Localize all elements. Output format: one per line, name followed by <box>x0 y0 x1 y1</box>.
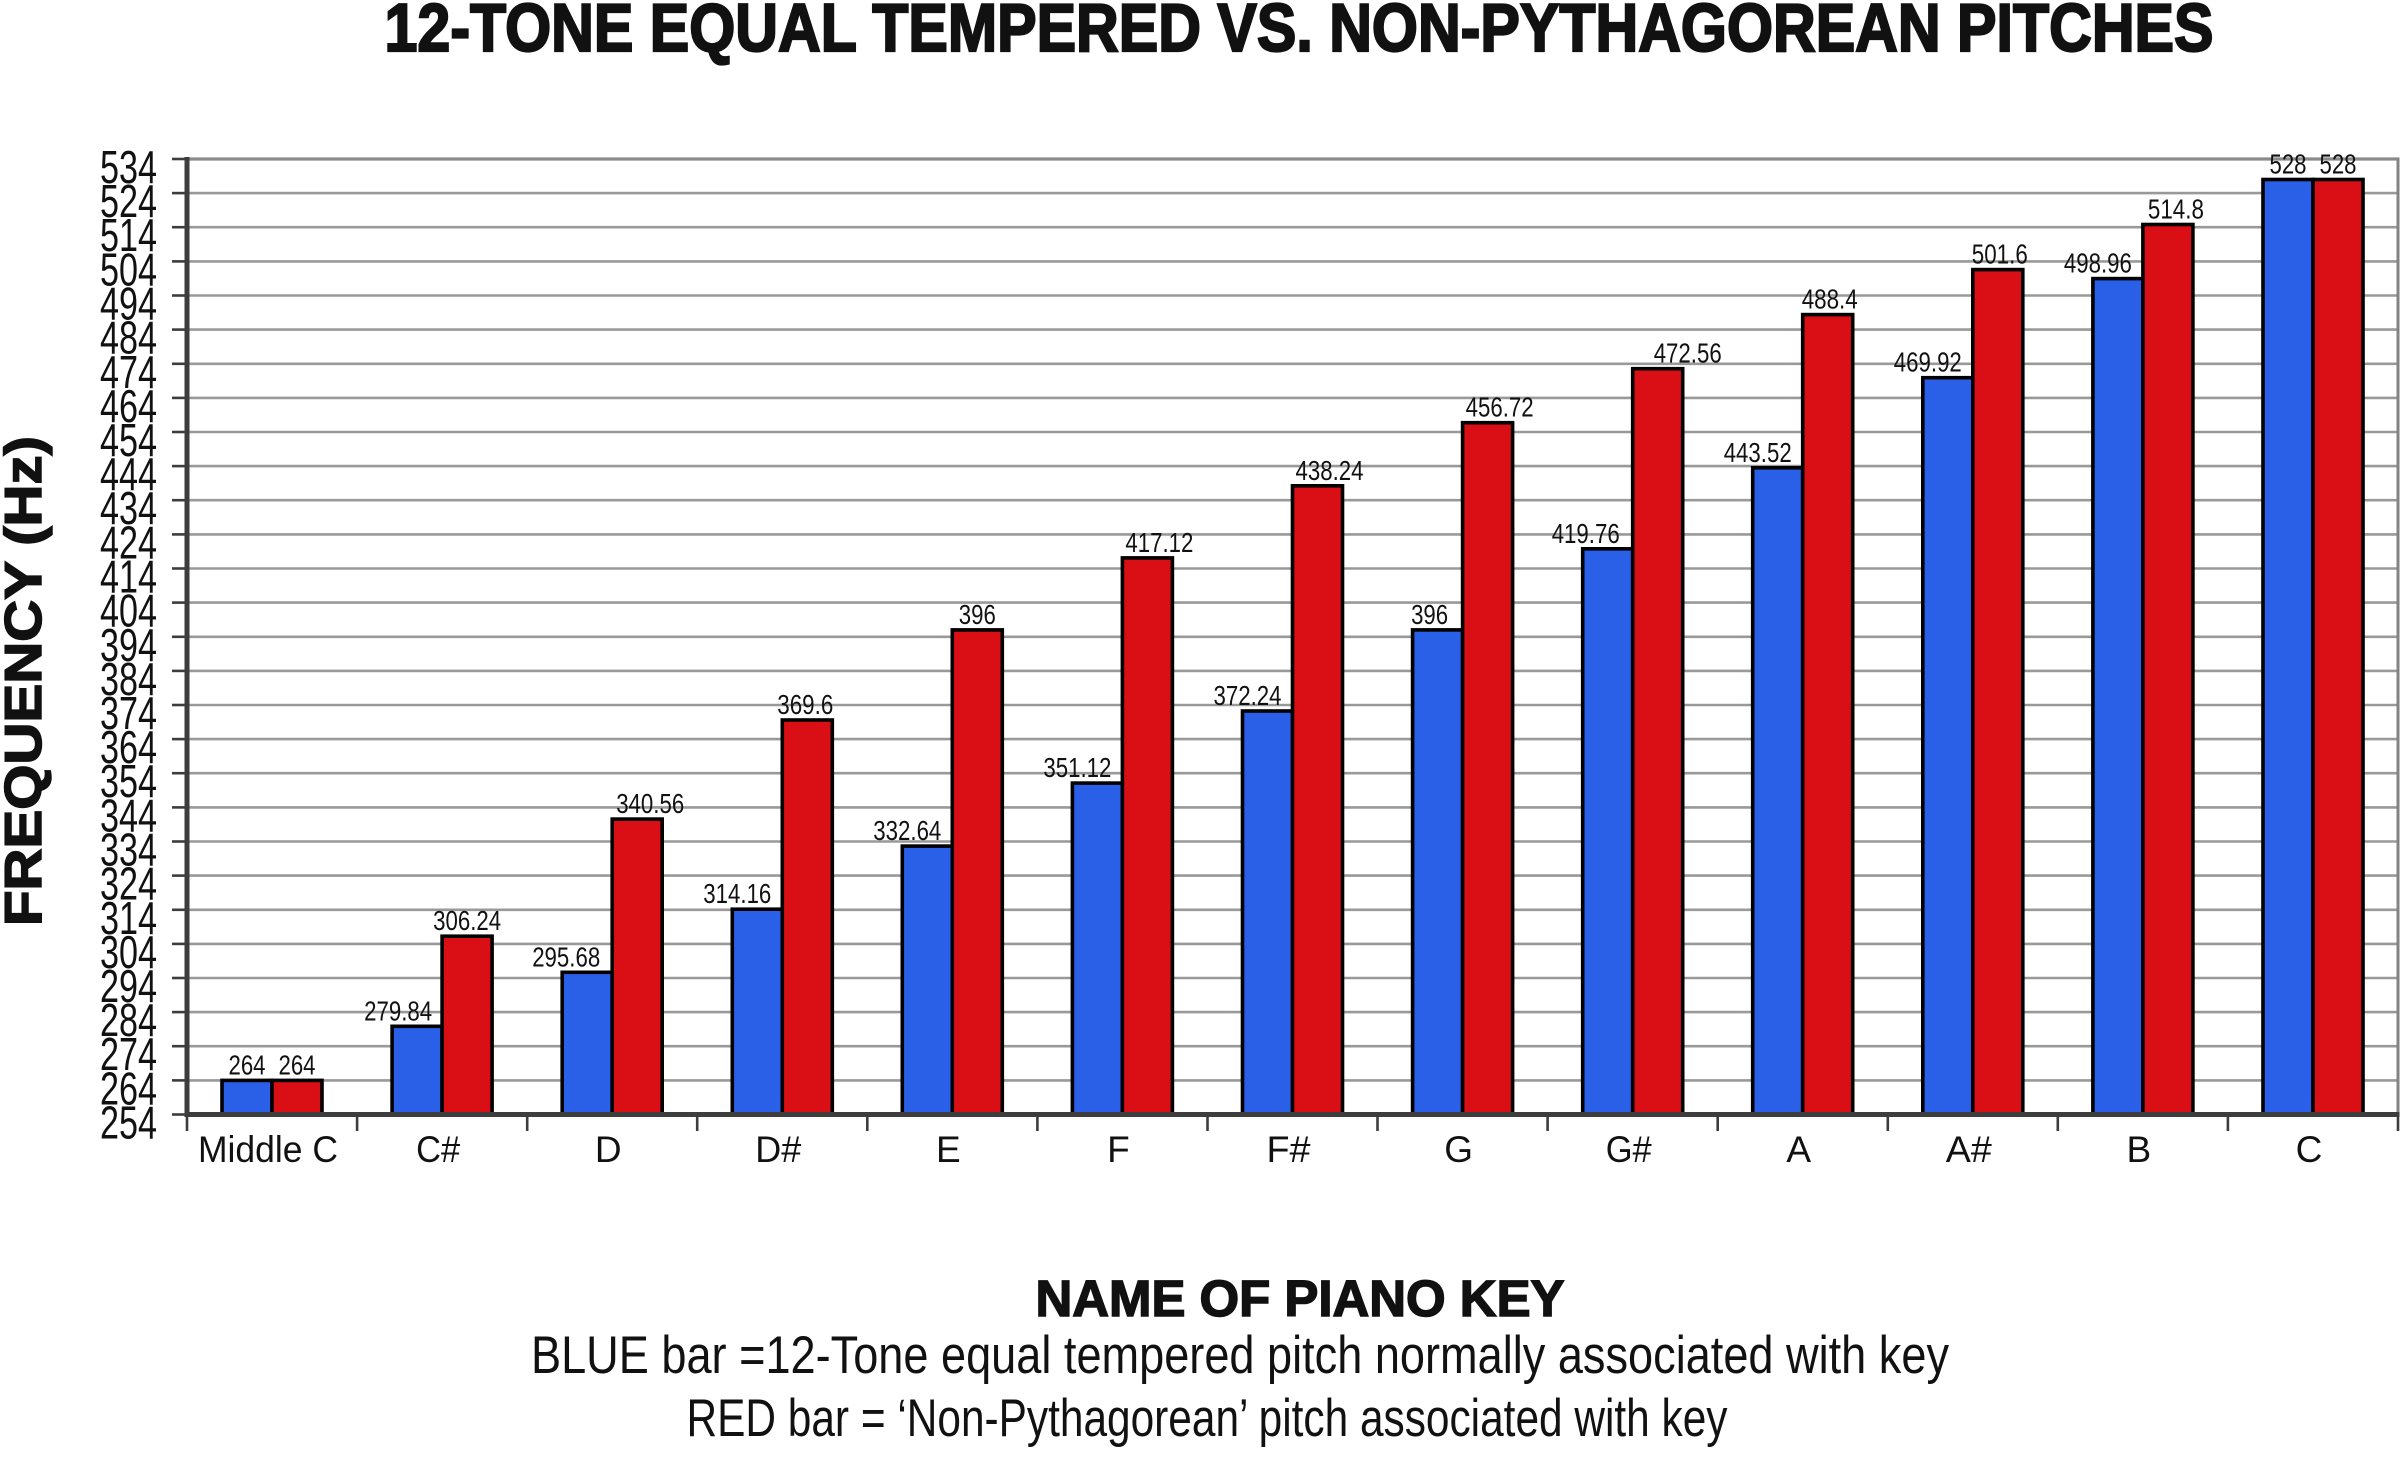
svg-text:314: 314 <box>100 892 157 944</box>
svg-text:332.64: 332.64 <box>873 815 941 846</box>
svg-text:B: B <box>2127 1129 2152 1170</box>
svg-text:396: 396 <box>1411 599 1448 630</box>
svg-text:264: 264 <box>279 1049 316 1080</box>
svg-text:364: 364 <box>100 721 157 773</box>
svg-text:C: C <box>2296 1129 2323 1170</box>
svg-text:324: 324 <box>100 858 157 910</box>
svg-text:FREQUENCY (Hz): FREQUENCY (Hz) <box>0 436 53 926</box>
svg-text:498.96: 498.96 <box>2064 248 2132 279</box>
svg-text:501.6: 501.6 <box>1972 239 2028 270</box>
svg-text:279.84: 279.84 <box>364 995 432 1026</box>
svg-text:514: 514 <box>100 209 157 261</box>
svg-text:344: 344 <box>100 789 157 841</box>
svg-text:274: 274 <box>100 1028 157 1080</box>
svg-text:372.24: 372.24 <box>1214 680 1282 711</box>
svg-text:304: 304 <box>100 926 157 978</box>
svg-text:NAME OF PIANO KEY: NAME OF PIANO KEY <box>1036 1270 1565 1327</box>
svg-text:456.72: 456.72 <box>1466 392 1534 423</box>
svg-text:534: 534 <box>100 141 157 193</box>
svg-text:472.56: 472.56 <box>1654 338 1722 369</box>
svg-text:294: 294 <box>100 960 157 1012</box>
svg-text:306.24: 306.24 <box>433 905 501 936</box>
svg-text:528: 528 <box>2270 149 2307 180</box>
svg-text:394: 394 <box>100 619 157 671</box>
svg-text:A#: A# <box>1946 1129 1992 1170</box>
svg-text:E: E <box>936 1129 961 1170</box>
svg-text:504: 504 <box>100 243 157 295</box>
svg-text:254: 254 <box>100 1097 157 1149</box>
svg-text:295.68: 295.68 <box>532 941 600 972</box>
svg-text:374: 374 <box>100 687 157 739</box>
svg-text:484: 484 <box>100 312 157 364</box>
svg-text:443.52: 443.52 <box>1724 437 1792 468</box>
svg-text:514.8: 514.8 <box>2148 194 2204 225</box>
svg-text:474: 474 <box>100 346 157 398</box>
svg-text:438.24: 438.24 <box>1296 455 1364 486</box>
svg-text:Middle C: Middle C <box>198 1129 338 1170</box>
svg-text:454: 454 <box>100 414 157 466</box>
svg-text:12-TONE EQUAL TEMPERED VS. NON: 12-TONE EQUAL TEMPERED VS. NON-PYTHAGORE… <box>385 0 2214 66</box>
svg-text:494: 494 <box>100 278 157 330</box>
svg-text:284: 284 <box>100 994 157 1046</box>
svg-text:G: G <box>1444 1129 1473 1170</box>
svg-text:351.12: 351.12 <box>1043 752 1111 783</box>
svg-text:264: 264 <box>229 1049 266 1080</box>
svg-text:434: 434 <box>100 482 157 534</box>
svg-text:464: 464 <box>100 380 157 432</box>
svg-text:414: 414 <box>100 551 157 603</box>
svg-text:314.16: 314.16 <box>703 878 771 909</box>
svg-text:384: 384 <box>100 653 157 705</box>
svg-text:F: F <box>1107 1129 1130 1170</box>
svg-text:528: 528 <box>2320 149 2357 180</box>
svg-text:524: 524 <box>100 175 157 227</box>
svg-text:A: A <box>1786 1129 1811 1170</box>
svg-text:417.12: 417.12 <box>1125 527 1193 558</box>
svg-text:444: 444 <box>100 448 157 500</box>
svg-text:354: 354 <box>100 755 157 807</box>
svg-text:404: 404 <box>100 585 157 637</box>
svg-text:RED bar = ‘Non-Pythagorean’ pi: RED bar = ‘Non-Pythagorean’ pitch associ… <box>687 1389 1728 1448</box>
svg-text:C#: C# <box>416 1129 460 1170</box>
svg-text:D: D <box>595 1129 622 1170</box>
svg-text:F#: F# <box>1267 1129 1311 1170</box>
svg-text:340.56: 340.56 <box>616 788 684 819</box>
svg-text:334: 334 <box>100 824 157 876</box>
svg-text:BLUE bar =12-Tone equal temper: BLUE bar =12-Tone equal tempered pitch n… <box>531 1326 1949 1385</box>
svg-text:488.4: 488.4 <box>1802 284 1858 315</box>
svg-text:369.6: 369.6 <box>777 689 833 720</box>
svg-text:G#: G# <box>1606 1129 1652 1170</box>
svg-text:264: 264 <box>100 1062 157 1114</box>
svg-text:419.76: 419.76 <box>1552 518 1620 549</box>
svg-text:D#: D# <box>755 1129 801 1170</box>
svg-text:469.92: 469.92 <box>1894 347 1962 378</box>
svg-text:424: 424 <box>100 516 157 568</box>
svg-text:396: 396 <box>959 599 996 630</box>
